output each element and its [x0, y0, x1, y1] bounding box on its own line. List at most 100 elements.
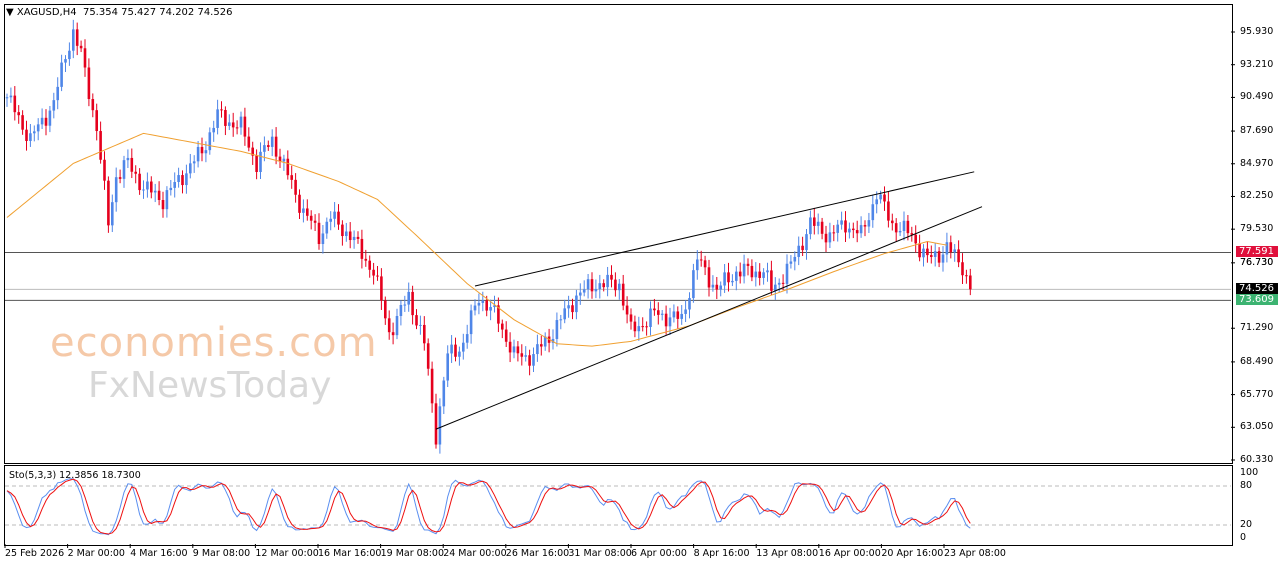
candle-body: [590, 279, 594, 292]
candle-body: [746, 263, 750, 266]
candle-body: [649, 308, 652, 327]
candle-body: [836, 224, 839, 233]
candle-body: [426, 343, 430, 369]
candle-body: [251, 147, 254, 156]
y-tick-label: 71.290: [1240, 322, 1274, 334]
candle-body: [391, 332, 395, 336]
candle-body: [785, 263, 789, 284]
candle-body: [524, 355, 527, 357]
candle-body: [941, 254, 945, 263]
candle-body: [664, 313, 668, 327]
candle-body: [372, 269, 375, 276]
y-tick-label: 87.690: [1240, 125, 1274, 137]
candle-body: [17, 112, 20, 116]
candle-body: [645, 326, 648, 328]
candle-body: [212, 127, 215, 133]
candle-body: [918, 243, 921, 258]
candle-body: [5, 97, 9, 99]
candle-body: [481, 300, 485, 303]
candle-body: [134, 171, 137, 174]
candle-body: [267, 145, 270, 147]
candle-body: [247, 136, 251, 148]
candle-body: [497, 305, 500, 324]
moving-average-line: [6, 132, 947, 347]
candle-body: [169, 187, 173, 191]
candle-body: [473, 305, 477, 311]
candle-body: [278, 156, 282, 162]
candle-body: [582, 289, 586, 293]
x-tick-label: 23 Apr 08:00: [944, 548, 1006, 559]
candle-body: [465, 334, 469, 343]
candle-body: [867, 220, 871, 227]
candle-body: [380, 276, 383, 301]
x-tick-label: 20 Apr 16:00: [881, 548, 944, 559]
candle-body: [235, 127, 239, 129]
stoch-level-label: 80: [1240, 480, 1253, 491]
candle-body: [594, 289, 598, 292]
candle-body: [317, 222, 321, 245]
candle-body: [501, 323, 504, 330]
candle-body: [832, 232, 836, 234]
candle-body: [571, 305, 574, 313]
candle-body: [302, 208, 305, 213]
candle-body: [723, 272, 726, 286]
candle-body: [692, 270, 695, 299]
candle-body: [259, 151, 262, 172]
candle-body: [29, 133, 32, 141]
price-chart-frame[interactable]: [4, 4, 1233, 464]
x-tick-label: 9 Mar 08:00: [192, 548, 251, 559]
candle-body: [629, 314, 633, 322]
stochastic-panel[interactable]: [4, 465, 1233, 546]
candle-body: [91, 99, 95, 111]
x-tick-label: 4 Mar 16:00: [130, 548, 188, 559]
candle-body: [680, 313, 683, 319]
candle-body: [508, 341, 512, 353]
candle-body: [957, 249, 960, 263]
candle-body: [586, 279, 590, 290]
candle-body: [969, 275, 972, 290]
candle-body: [945, 242, 949, 255]
candle-body: [345, 231, 348, 237]
y-tick-label: 95.930: [1240, 26, 1274, 37]
candle-body: [181, 175, 184, 186]
chart-header: ▼ XAGUSD,H4 75.354 75.427 74.202 74.526: [6, 7, 232, 18]
candle-body: [618, 283, 621, 291]
symbol-label: XAGUSD,H4: [16, 7, 77, 18]
candle-body: [543, 336, 547, 347]
candle-body: [914, 234, 917, 244]
candle-body: [777, 282, 781, 285]
candle-body: [731, 280, 734, 283]
candle-body: [477, 302, 481, 306]
candle-body: [653, 308, 656, 311]
candle-body: [863, 225, 867, 227]
candle-body: [446, 353, 449, 381]
candle-body: [75, 29, 79, 46]
candle-body: [602, 283, 605, 288]
dropdown-triangle-icon[interactable]: ▼: [6, 7, 14, 18]
candle-body: [719, 285, 722, 290]
candle-body: [196, 146, 200, 162]
stochastic-signal-line: [6, 478, 971, 535]
candle-body: [200, 146, 204, 154]
price-tag: 77.591: [1236, 246, 1278, 258]
candle-body: [579, 292, 582, 296]
candle-body: [83, 48, 87, 68]
candle-body: [625, 305, 629, 315]
candle-body: [610, 274, 613, 280]
candle-body: [290, 175, 293, 180]
candle-body: [270, 136, 274, 147]
candle-body: [824, 233, 828, 243]
candle-body: [898, 231, 902, 233]
candle-body: [333, 211, 336, 219]
candle-body: [352, 236, 356, 241]
candle-body: [68, 50, 71, 60]
candle-body: [516, 346, 520, 354]
candle-body: [263, 145, 266, 152]
candle-body: [313, 220, 317, 223]
candle-body: [99, 131, 102, 160]
candle-body: [953, 249, 956, 253]
candle-body: [243, 116, 247, 137]
y-tick-label: 65.770: [1240, 388, 1274, 400]
candle-body: [894, 223, 898, 233]
candle-body: [13, 95, 17, 113]
